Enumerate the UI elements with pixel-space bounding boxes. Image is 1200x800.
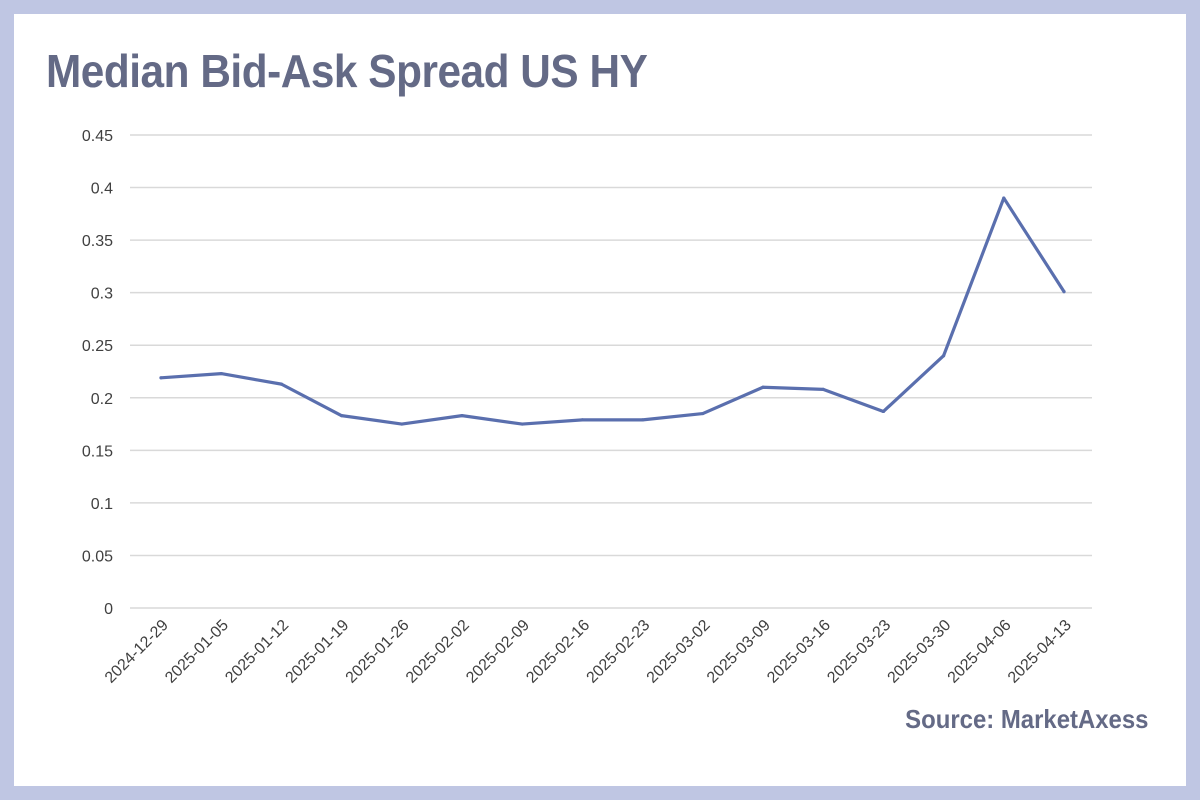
x-tick-label: 2025-02-02: [403, 617, 473, 687]
data-point: [1062, 290, 1066, 294]
series: [159, 196, 1066, 426]
y-tick-label: 0.45: [82, 128, 113, 145]
data-point: [761, 385, 765, 389]
data-point: [821, 387, 825, 391]
data-point: [1002, 196, 1006, 200]
data-point: [340, 414, 344, 418]
data-point: [881, 409, 886, 414]
data-point: [942, 354, 946, 358]
chart-title: Median Bid-Ask Spread US HY: [46, 45, 648, 97]
data-point: [460, 414, 464, 418]
x-tick-label: 2025-01-26: [343, 617, 413, 687]
gridlines: [130, 134, 1092, 609]
data-point: [400, 422, 404, 426]
x-tick-label: 2025-03-09: [704, 617, 774, 687]
x-tick-label: 2025-04-06: [945, 617, 1015, 687]
x-tick-label: 2024-12-29: [102, 617, 172, 687]
x-tick-label: 2025-02-23: [584, 617, 654, 687]
x-tick-label: 2025-03-16: [764, 617, 834, 687]
series-line: [159, 196, 1066, 426]
data-point: [520, 422, 524, 426]
x-tick-label: 2025-03-02: [644, 617, 714, 687]
x-axis-tick-labels: 2024-12-292025-01-052025-01-122025-01-19…: [102, 617, 1075, 687]
data-point: [641, 418, 645, 422]
y-tick-label: 0.4: [91, 181, 113, 198]
x-tick-label: 2025-01-19: [283, 617, 353, 687]
y-tick-label: 0.25: [82, 338, 113, 355]
y-tick-label: 0: [104, 601, 113, 618]
x-tick-label: 2025-02-09: [463, 617, 533, 687]
data-point: [580, 418, 585, 422]
y-tick-label: 0.3: [91, 286, 113, 303]
chart-panel: [14, 14, 1186, 786]
y-tick-label: 0.05: [82, 548, 113, 565]
x-tick-label: 2025-04-13: [1005, 617, 1075, 687]
x-tick-label: 2025-01-05: [162, 617, 232, 687]
y-tick-label: 0.35: [82, 233, 113, 250]
data-point: [219, 372, 223, 376]
y-axis-tick-labels: 0 0.05 0.1 0.15 0.2 0.25 0.3 0.35 0.4 0.45: [82, 128, 113, 618]
source-note: Source: MarketAxess: [904, 704, 1148, 734]
y-tick-label: 0.2: [91, 391, 113, 408]
x-tick-label: 2025-03-30: [885, 617, 955, 687]
x-tick-label: 2025-01-12: [222, 617, 292, 687]
x-tick-label: 2025-03-23: [824, 617, 894, 687]
data-point: [279, 382, 283, 386]
y-tick-label: 0.15: [82, 443, 113, 460]
data-point: [701, 411, 705, 416]
data-point: [159, 376, 163, 380]
y-tick-label: 0.1: [91, 496, 113, 513]
x-tick-label: 2025-02-16: [523, 617, 593, 687]
